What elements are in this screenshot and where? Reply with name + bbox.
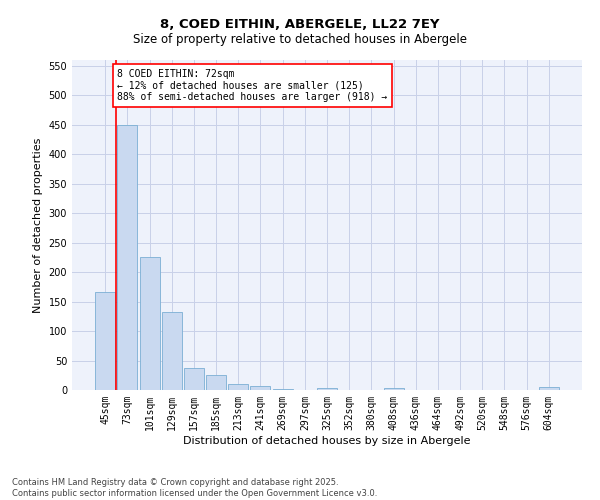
Bar <box>184 368 204 390</box>
Bar <box>250 386 271 390</box>
X-axis label: Distribution of detached houses by size in Abergele: Distribution of detached houses by size … <box>183 436 471 446</box>
Bar <box>272 389 293 390</box>
Bar <box>317 388 337 390</box>
Bar <box>118 125 137 390</box>
Text: 8 COED EITHIN: 72sqm
← 12% of detached houses are smaller (125)
88% of semi-deta: 8 COED EITHIN: 72sqm ← 12% of detached h… <box>118 69 388 102</box>
Bar <box>383 388 404 390</box>
Text: Size of property relative to detached houses in Abergele: Size of property relative to detached ho… <box>133 32 467 46</box>
Bar <box>539 387 559 390</box>
Text: Contains HM Land Registry data © Crown copyright and database right 2025.
Contai: Contains HM Land Registry data © Crown c… <box>12 478 377 498</box>
Bar <box>228 384 248 390</box>
Bar <box>95 292 115 390</box>
Text: 8, COED EITHIN, ABERGELE, LL22 7EY: 8, COED EITHIN, ABERGELE, LL22 7EY <box>160 18 440 30</box>
Bar <box>162 312 182 390</box>
Bar <box>206 376 226 390</box>
Bar <box>140 258 160 390</box>
Y-axis label: Number of detached properties: Number of detached properties <box>33 138 43 312</box>
